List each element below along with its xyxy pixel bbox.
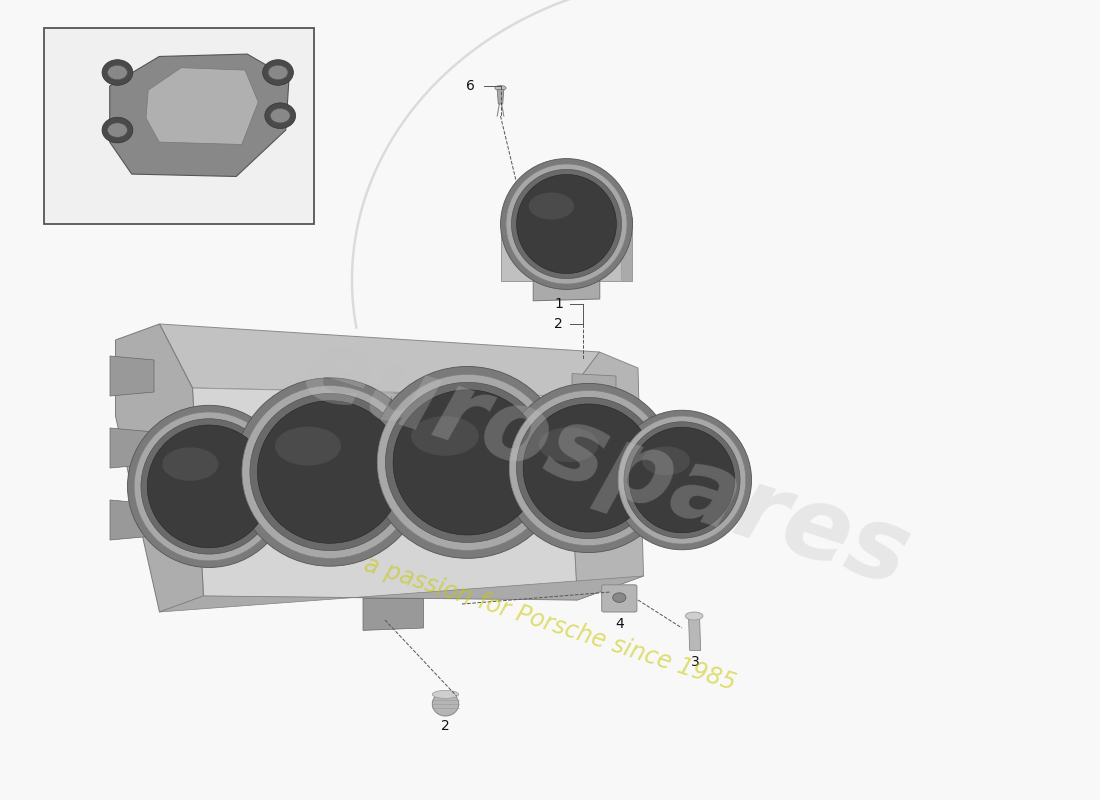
Text: 2: 2 [441, 719, 450, 734]
Ellipse shape [263, 60, 294, 86]
Ellipse shape [370, 366, 565, 558]
Ellipse shape [393, 390, 542, 535]
Ellipse shape [524, 404, 653, 532]
Ellipse shape [618, 416, 746, 544]
Ellipse shape [147, 425, 271, 548]
Polygon shape [620, 217, 631, 281]
Ellipse shape [257, 401, 403, 543]
Polygon shape [146, 68, 258, 145]
Text: 1: 1 [554, 297, 563, 311]
Text: 6: 6 [466, 78, 475, 93]
Ellipse shape [517, 174, 616, 274]
Ellipse shape [624, 422, 740, 538]
Ellipse shape [250, 394, 410, 550]
Polygon shape [497, 90, 504, 104]
Ellipse shape [102, 60, 133, 86]
Polygon shape [110, 54, 289, 177]
Ellipse shape [242, 386, 418, 558]
Ellipse shape [134, 412, 284, 561]
Ellipse shape [500, 158, 632, 290]
Ellipse shape [141, 418, 277, 554]
Ellipse shape [506, 164, 627, 284]
Polygon shape [689, 618, 701, 650]
Ellipse shape [432, 692, 459, 716]
Text: 3: 3 [691, 655, 700, 670]
Polygon shape [566, 352, 644, 600]
Polygon shape [534, 281, 600, 301]
Polygon shape [572, 374, 616, 402]
Ellipse shape [503, 383, 674, 553]
Text: 5: 5 [568, 183, 576, 198]
Circle shape [271, 109, 290, 123]
Ellipse shape [102, 118, 133, 143]
Ellipse shape [377, 374, 558, 550]
Circle shape [613, 593, 626, 602]
Ellipse shape [685, 612, 703, 620]
FancyBboxPatch shape [44, 28, 313, 224]
Ellipse shape [629, 427, 735, 533]
Ellipse shape [275, 426, 341, 466]
Polygon shape [572, 430, 616, 458]
Ellipse shape [502, 208, 631, 226]
Polygon shape [192, 388, 578, 600]
Text: 4: 4 [615, 617, 624, 631]
Circle shape [108, 66, 128, 80]
Ellipse shape [265, 103, 296, 129]
Polygon shape [110, 428, 154, 468]
Ellipse shape [613, 410, 751, 550]
Ellipse shape [495, 86, 506, 90]
Text: eurospares: eurospares [289, 320, 921, 608]
Polygon shape [110, 356, 154, 396]
Text: a passion for Porsche since 1985: a passion for Porsche since 1985 [361, 553, 739, 695]
Ellipse shape [411, 416, 478, 456]
Polygon shape [363, 598, 424, 630]
FancyBboxPatch shape [602, 585, 637, 612]
Ellipse shape [539, 427, 598, 462]
Polygon shape [502, 217, 631, 281]
Ellipse shape [516, 398, 661, 538]
Ellipse shape [512, 170, 621, 278]
Ellipse shape [162, 447, 218, 481]
Polygon shape [160, 576, 644, 612]
Polygon shape [160, 324, 600, 396]
Ellipse shape [642, 446, 690, 475]
Polygon shape [110, 500, 154, 540]
Polygon shape [346, 392, 440, 506]
Ellipse shape [128, 406, 290, 567]
Ellipse shape [234, 378, 426, 566]
Text: 2: 2 [554, 317, 563, 331]
Polygon shape [116, 324, 204, 612]
Ellipse shape [432, 690, 459, 698]
Ellipse shape [385, 382, 550, 542]
Ellipse shape [509, 390, 668, 546]
Circle shape [268, 66, 288, 80]
Circle shape [108, 123, 128, 138]
Ellipse shape [529, 193, 574, 219]
